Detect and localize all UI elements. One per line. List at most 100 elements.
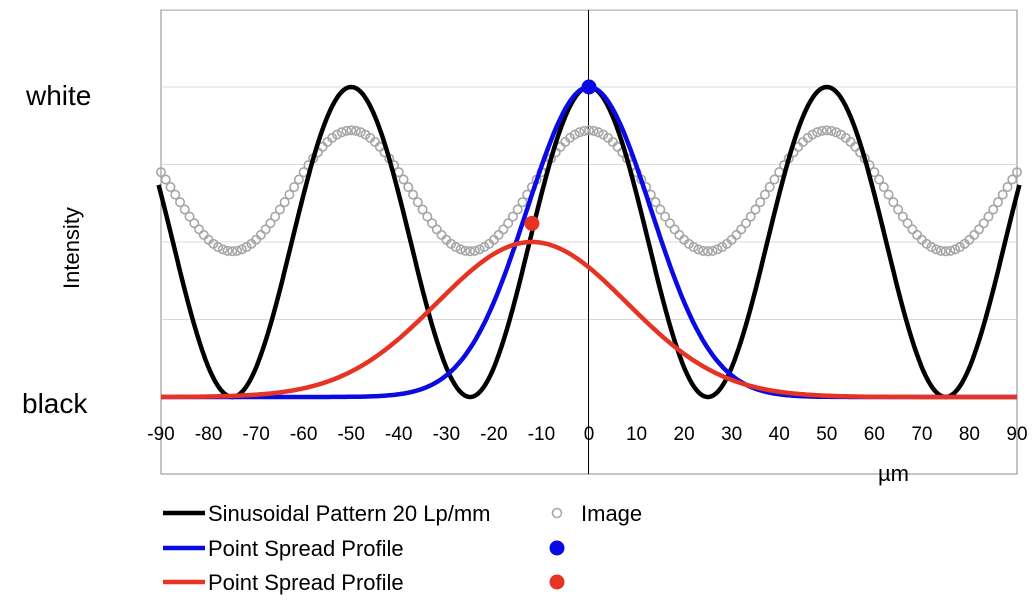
image-marker bbox=[160, 174, 171, 185]
image-marker bbox=[907, 224, 918, 235]
legend-label: Point Spread Profile bbox=[208, 536, 404, 561]
psf-centered-dot bbox=[581, 79, 597, 95]
image-marker bbox=[878, 182, 889, 193]
image-marker bbox=[493, 229, 504, 240]
image-marker bbox=[988, 204, 999, 215]
image-marker bbox=[745, 211, 756, 222]
image-marker bbox=[517, 197, 528, 208]
image-marker bbox=[569, 129, 580, 140]
image-marker bbox=[574, 127, 585, 138]
image-marker bbox=[408, 189, 419, 200]
image-marker bbox=[165, 182, 176, 193]
image-marker bbox=[236, 244, 247, 255]
x-tick-label: 90 bbox=[1006, 424, 1027, 445]
image-marker bbox=[755, 197, 766, 208]
psf-shifted-line bbox=[161, 239, 1017, 400]
image-marker bbox=[945, 245, 956, 256]
image-marker bbox=[217, 244, 228, 255]
x-tick-label: 0 bbox=[584, 424, 595, 445]
image-marker bbox=[831, 127, 842, 138]
image-marker bbox=[222, 245, 233, 256]
x-tick-label: -90 bbox=[147, 424, 174, 445]
image-marker bbox=[336, 127, 347, 138]
legend-label: Sinusoidal Pattern 20 Lp/mm bbox=[208, 501, 491, 526]
image-marker bbox=[883, 189, 894, 200]
image-marker bbox=[474, 244, 485, 255]
image-marker bbox=[412, 197, 423, 208]
legend-label: Image bbox=[581, 501, 642, 526]
image-marker bbox=[807, 129, 818, 140]
image-marker bbox=[712, 244, 723, 255]
image-marker bbox=[175, 197, 186, 208]
x-tick-label: -20 bbox=[480, 424, 507, 445]
image-marker bbox=[450, 242, 461, 253]
image-marker bbox=[583, 125, 594, 136]
image-marker bbox=[926, 242, 937, 253]
image-marker bbox=[750, 204, 761, 215]
image-marker bbox=[1011, 167, 1022, 178]
image-marker bbox=[274, 204, 285, 215]
image-marker bbox=[431, 224, 442, 235]
legend-red-dot bbox=[549, 574, 565, 590]
image-marker bbox=[950, 244, 961, 255]
image-marker bbox=[503, 218, 514, 229]
x-tick-label: 20 bbox=[674, 424, 695, 445]
image-marker bbox=[650, 197, 661, 208]
image-marker bbox=[893, 204, 904, 215]
image-marker bbox=[289, 182, 300, 193]
image-marker bbox=[817, 125, 828, 136]
image-marker bbox=[826, 125, 837, 136]
image-marker bbox=[664, 218, 675, 229]
image-marker bbox=[156, 167, 167, 178]
image-marker bbox=[935, 245, 946, 256]
image-marker bbox=[346, 125, 357, 136]
image-marker bbox=[698, 245, 709, 256]
image-marker bbox=[902, 218, 913, 229]
x-tick-label: -60 bbox=[290, 424, 317, 445]
x-tick-label: -70 bbox=[242, 424, 269, 445]
image-marker bbox=[759, 189, 770, 200]
series bbox=[156, 79, 1022, 400]
image-marker bbox=[512, 204, 523, 215]
image-marker bbox=[189, 218, 200, 229]
image-marker bbox=[660, 211, 671, 222]
image-marker bbox=[469, 245, 480, 256]
image-marker bbox=[588, 125, 599, 136]
image-marker bbox=[455, 244, 466, 255]
x-tick-label: 40 bbox=[769, 424, 790, 445]
image-marker bbox=[427, 218, 438, 229]
x-tick-label: -10 bbox=[528, 424, 555, 445]
image-marker bbox=[736, 224, 747, 235]
image-marker bbox=[507, 211, 518, 222]
x-axis-label: µm bbox=[878, 461, 909, 486]
image-marker bbox=[931, 244, 942, 255]
image-marker bbox=[170, 189, 181, 200]
legend: Sinusoidal Pattern 20 Lp/mm Point Spread … bbox=[163, 501, 642, 595]
x-tick-label: 50 bbox=[816, 424, 837, 445]
image-marker bbox=[260, 224, 271, 235]
image-marker bbox=[688, 242, 699, 253]
image-marker bbox=[227, 246, 238, 257]
image-marker bbox=[460, 245, 471, 256]
image-marker bbox=[265, 218, 276, 229]
image-marker bbox=[179, 204, 190, 215]
image-marker bbox=[693, 244, 704, 255]
x-tick-label: 60 bbox=[864, 424, 885, 445]
image-marker bbox=[465, 246, 476, 257]
image-marker bbox=[270, 211, 281, 222]
x-tick-label: -40 bbox=[385, 424, 412, 445]
black-level-label: black bbox=[22, 388, 88, 419]
image-marker bbox=[978, 218, 989, 229]
image-marker bbox=[198, 229, 209, 240]
image-marker bbox=[341, 125, 352, 136]
image-marker bbox=[213, 242, 224, 253]
image-marker bbox=[740, 218, 751, 229]
x-tick-label: -30 bbox=[433, 424, 460, 445]
image-marker bbox=[403, 182, 414, 193]
image-marker bbox=[498, 224, 509, 235]
image-marker bbox=[436, 229, 447, 240]
x-tick-label: -80 bbox=[195, 424, 222, 445]
image-marker bbox=[940, 246, 951, 257]
image-marker bbox=[888, 197, 899, 208]
